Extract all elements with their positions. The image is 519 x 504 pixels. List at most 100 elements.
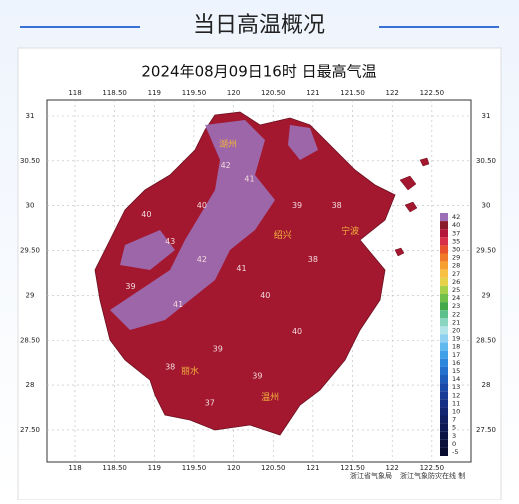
lon-tick-label: 120.50 [261,464,286,472]
legend-label: -5 [452,448,458,456]
lon-tick-label: 122 [386,464,399,472]
station-value: 39 [292,201,302,210]
lat-tick-label: 30 [26,202,35,210]
legend-label: 23 [452,302,460,310]
legend-swatch [440,229,448,238]
legend-swatch [440,221,448,230]
legend-swatch [440,358,448,367]
station-value: 43 [165,237,175,246]
station-value: 39 [213,345,223,354]
lon-tick-label: 122.50 [420,89,445,97]
legend-label: 14 [452,375,460,383]
legend-label: 17 [452,351,460,359]
legend-label: 20 [452,326,460,334]
legend-label: 35 [452,237,460,245]
lat-tick-label: 27.50 [476,426,496,434]
province-shape [94,111,396,436]
lon-tick-label: 118.50 [102,89,127,97]
legend-swatch [440,261,448,270]
lon-tick-label: 119.50 [182,464,207,472]
legend-swatch [440,294,448,303]
lat-tick-label: 28.50 [20,336,40,344]
lat-tick-label: 29 [482,291,491,299]
credit: 浙江省气象局 [350,471,392,480]
legend-swatch [440,318,448,327]
lon-tick-label: 119 [148,464,161,472]
legend-label: 42 [452,213,460,221]
lon-tick-label: 122.50 [420,464,445,472]
legend-label: 29 [452,254,460,262]
city-label: 绍兴 [274,229,292,241]
lon-tick-label: 119 [148,89,161,97]
legend-label: 0 [452,440,456,448]
legend-swatch [440,415,448,424]
legend-swatch [440,423,448,432]
city-label: 湖州 [219,139,237,150]
legend-swatch [440,342,448,351]
station-value: 40 [197,201,207,210]
station-value: 41 [236,264,246,273]
legend-label: 37 [452,229,460,237]
legend-label: 15 [452,367,460,375]
lat-tick-label: 31 [482,112,491,120]
station-value: 38 [165,363,175,372]
station-value: 38 [308,255,318,264]
legend-swatch [440,366,448,375]
legend-swatch [440,245,448,254]
station-value: 37 [205,399,215,408]
legend-label: 10 [452,407,460,415]
legend-swatch [440,310,448,319]
legend-label: 11 [452,399,460,407]
lat-tick-label: 30 [482,202,491,210]
city-label: 丽水 [181,365,199,377]
legend-swatch [440,399,448,408]
legend-swatch [440,391,448,400]
legend-label: 27 [452,270,460,278]
lon-tick-label: 119.50 [182,89,207,97]
legend-swatch [440,326,448,335]
map-title: 2024年08月09日16时 日最高气温 [141,63,376,81]
legend-swatch [440,350,448,359]
legend-label: 13 [452,383,460,391]
legend-label: 19 [452,335,460,343]
legend-swatch [440,213,448,222]
heat-patches [110,120,318,330]
legend-label: 3 [452,432,456,440]
lat-tick-label: 30.50 [476,157,496,165]
legend-label: 22 [452,310,460,318]
lat-tick-label: 28 [482,381,491,389]
lon-tick-label: 121 [306,89,319,97]
lat-tick-label: 28.50 [476,336,496,344]
legend-label: 40 [452,221,460,229]
lat-tick-label: 29.50 [476,247,496,255]
legend-swatch [440,375,448,384]
station-value: 39 [125,282,135,291]
lon-tick-label: 120 [227,464,240,472]
legend-swatch [440,269,448,278]
station-value: 39 [252,372,262,381]
credit: 浙江气象防灾在线 制 [400,471,465,480]
legend-label: 12 [452,391,460,399]
lon-tick-label: 120.50 [261,89,286,97]
legend-swatch [440,253,448,262]
lat-tick-label: 31 [26,112,35,120]
legend-label: 28 [452,262,460,270]
lat-tick-label: 30.50 [20,157,40,165]
legend-swatch [440,383,448,392]
legend-swatch [440,447,448,456]
lat-tick-label: 27.50 [20,426,40,434]
lon-tick-label: 121.50 [340,464,365,472]
legend-label: 16 [452,359,460,367]
lon-tick-label: 118.50 [102,464,127,472]
legend-swatch [440,334,448,343]
lon-tick-label: 120 [227,89,240,97]
legend-label: 26 [452,278,460,286]
legend-label: 30 [452,245,460,253]
lat-tick-label: 29 [26,291,35,299]
legend-swatch [440,407,448,416]
city-label: 温州 [261,392,279,403]
legend-label: 21 [452,318,460,326]
station-value: 42 [221,161,231,170]
legend-swatch [440,237,448,246]
